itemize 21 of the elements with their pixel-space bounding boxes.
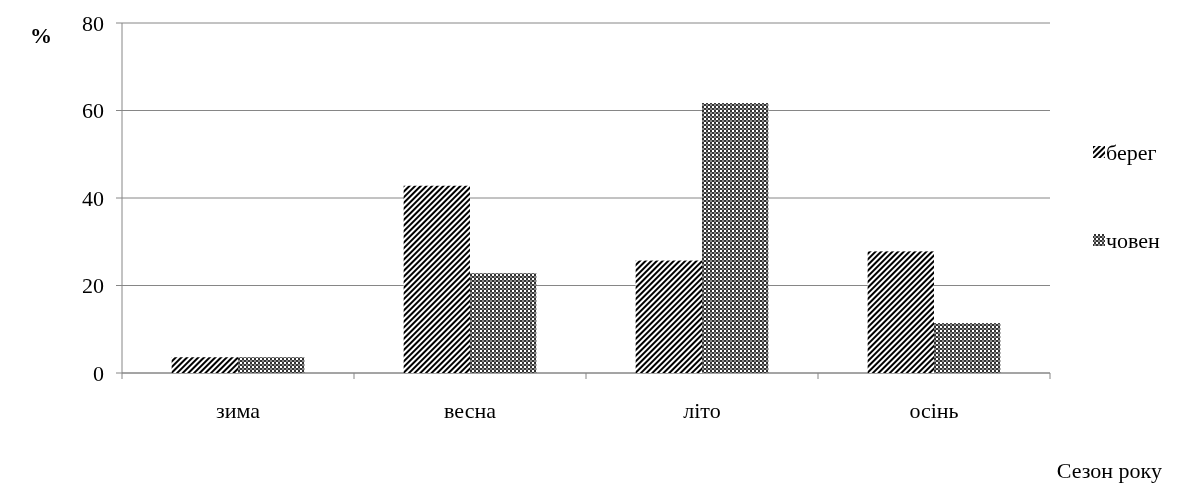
x-tick-label: весна	[444, 398, 497, 423]
y-tick-label: 20	[82, 273, 104, 299]
bar	[934, 323, 1001, 373]
y-axis-title: %	[30, 23, 52, 48]
x-tick-label: літо	[683, 398, 721, 423]
bar	[702, 103, 769, 373]
bar	[403, 185, 470, 373]
legend-label: берег	[1106, 139, 1157, 165]
x-tick-label: зима	[216, 398, 261, 423]
bar	[470, 273, 537, 373]
bar	[171, 357, 238, 373]
y-tick-label: 0	[93, 360, 104, 386]
y-tick-label: 40	[82, 185, 104, 211]
y-tick-label: 80	[82, 10, 104, 36]
x-tick-label: осінь	[909, 398, 959, 423]
x-axis-title: Сезон року	[1056, 458, 1162, 483]
bar	[238, 357, 305, 373]
legend-label: човен	[1106, 227, 1161, 253]
bar	[867, 251, 934, 373]
bar	[635, 260, 702, 373]
y-tick-label: 60	[82, 98, 104, 124]
